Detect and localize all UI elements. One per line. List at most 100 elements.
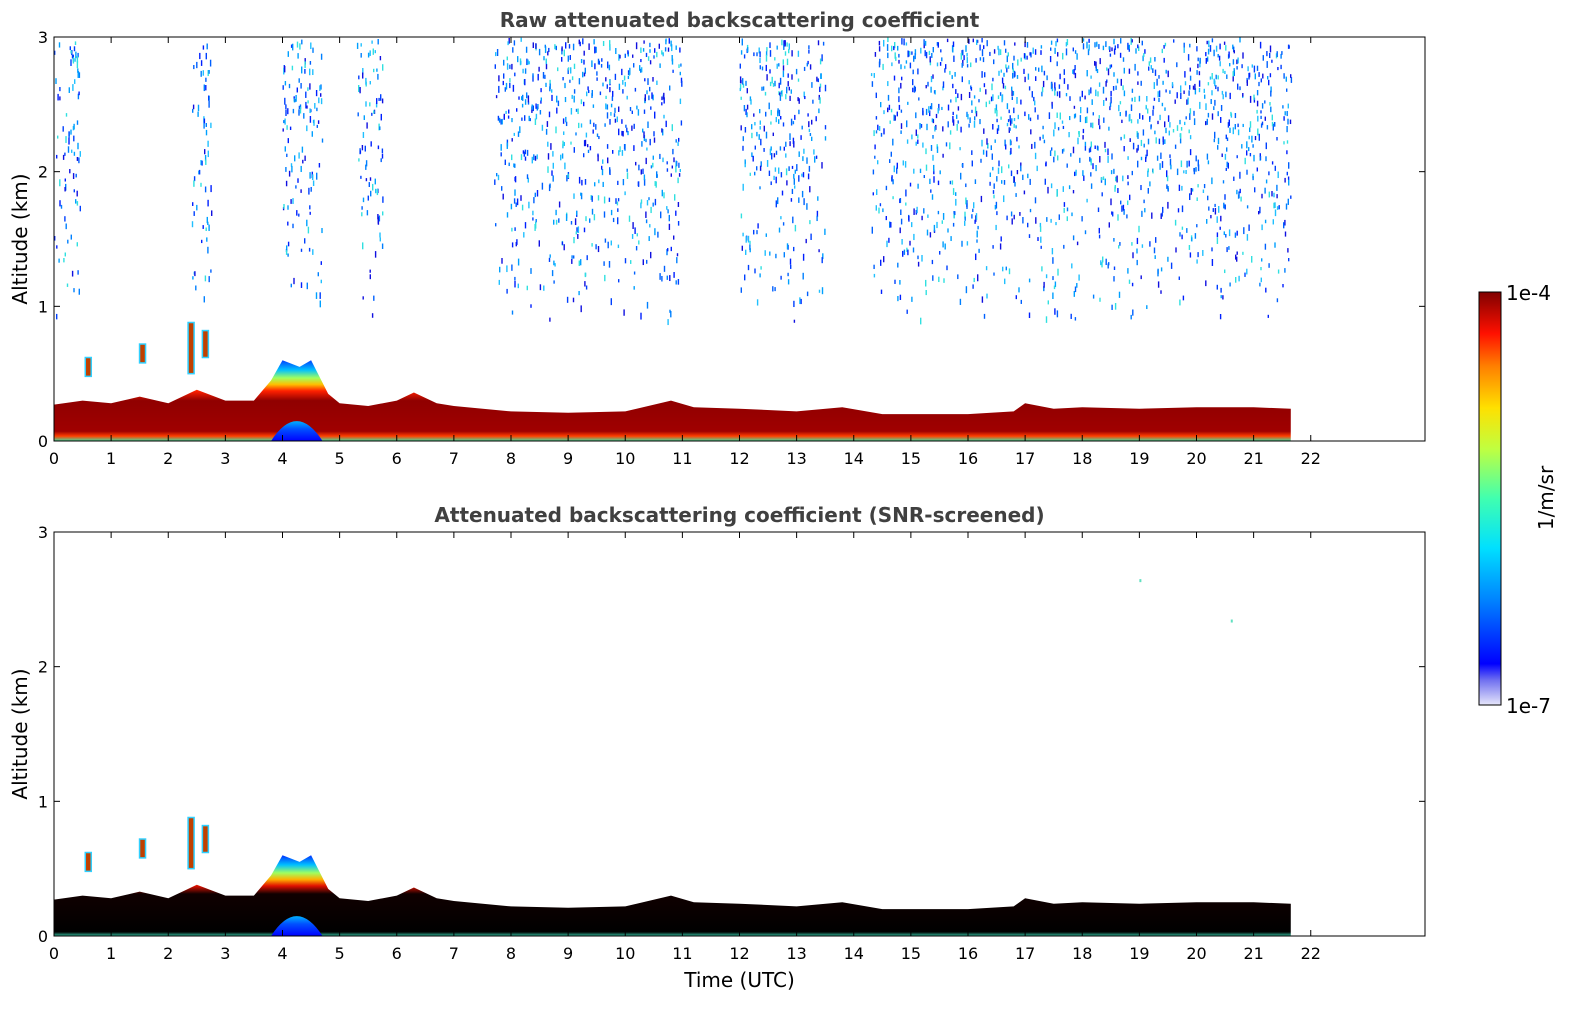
noise-speck [900,109,903,113]
noise-speck [915,112,917,119]
noise-speck [973,202,975,209]
noise-speck [1115,176,1117,182]
noise-speck [896,162,898,169]
noise-speck [598,60,600,65]
noise-speck [1206,118,1208,125]
noise-speck [207,246,209,254]
noise-speck [649,42,651,48]
noise-speck [75,173,77,178]
noise-speck [819,83,822,88]
noise-speck [911,296,913,302]
noise-speck [634,87,637,92]
noise-speck [636,233,638,237]
noise-speck [320,53,323,60]
noise-speck [1105,41,1107,48]
noise-speck [1020,99,1022,105]
noise-speck [782,59,784,65]
noise-speck [1251,64,1253,68]
noise-speck [874,52,877,57]
noise-speck [1134,96,1136,102]
noise-speck [791,50,793,57]
noise-speck [612,150,614,154]
noise-speck [758,47,760,54]
noise-speck [1118,104,1120,112]
noise-speck [811,82,813,88]
noise-speck [821,54,823,62]
noise-speck [320,261,322,265]
noise-speck [582,38,584,45]
noise-speck [773,153,776,158]
noise-speck [1097,91,1099,97]
noise-speck [1237,83,1239,90]
noise-speck [1059,73,1061,80]
noise-speck [292,43,294,51]
noise-speck [285,180,288,187]
noise-speck [744,274,746,281]
noise-speck [739,63,741,69]
noise-speck [374,251,377,258]
noise-speck [667,248,669,252]
noise-speck [1259,206,1261,214]
noise-speck [545,58,547,63]
noise-speck [756,52,758,57]
noise-speck [754,268,756,274]
noise-speck [1001,166,1003,174]
noise-speck [597,153,599,157]
noise-speck [1179,299,1181,306]
noise-speck [991,153,993,160]
noise-speck [915,210,917,215]
noise-speck [1271,114,1273,121]
noise-speck [506,288,508,294]
noise-speck [588,43,590,50]
colorbar-unit-label: 1/m/sr [1534,465,1558,530]
noise-speck [1066,216,1068,222]
noise-speck [610,103,613,108]
noise-speck [1170,164,1172,170]
noise-speck [904,161,907,168]
noise-speck [1164,139,1166,144]
noise-speck [1220,117,1222,123]
noise-speck [500,152,502,157]
noise-speck [1269,45,1272,53]
noise-speck [1214,80,1216,87]
noise-speck [659,63,661,68]
noise-speck [292,198,294,204]
noise-speck [72,57,75,64]
noise-speck [1062,186,1064,192]
noise-speck [59,87,61,92]
noise-speck [1224,269,1226,274]
noise-speck [924,50,926,57]
noise-speck [652,94,654,101]
noise-speck [965,45,967,52]
noise-speck [779,94,782,101]
noise-speck [512,47,514,53]
noise-speck [1051,104,1053,109]
noise-speck [358,75,360,80]
noise-speck [1261,193,1263,199]
noise-speck [506,142,508,149]
noise-speck [362,296,364,300]
noise-speck [56,245,58,249]
noise-speck [1104,148,1107,153]
noise-speck [1207,112,1210,118]
noise-speck [196,204,198,211]
noise-speck [1033,96,1035,102]
noise-speck [1223,202,1225,209]
noise-speck [1223,41,1226,45]
noise-speck [754,171,756,176]
noise-speck [999,243,1002,250]
noise-speck [520,37,522,42]
noise-speck [1102,176,1105,180]
noise-speck [794,114,796,120]
noise-speck [578,260,580,266]
noise-speck [790,118,793,126]
x-tick-label: 1 [106,449,116,468]
noise-speck [287,51,289,57]
noise-speck [1117,44,1119,49]
noise-speck [601,169,604,176]
noise-speck [68,137,70,145]
noise-speck [900,218,903,225]
noise-speck [283,204,285,209]
noise-speck [1220,295,1222,299]
noise-speck [741,38,743,46]
